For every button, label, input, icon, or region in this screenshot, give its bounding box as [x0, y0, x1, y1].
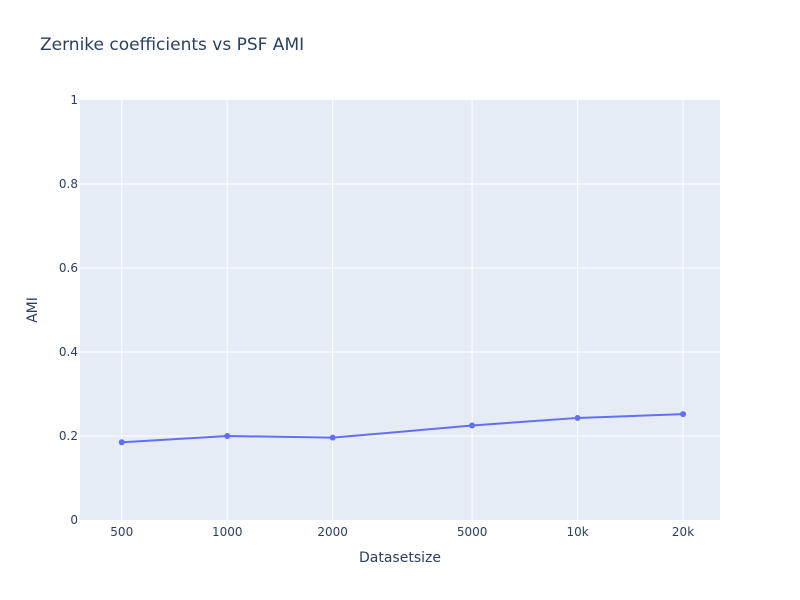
- plot-area: [80, 100, 720, 520]
- x-tick-label: 20k: [672, 525, 694, 539]
- data-point: [574, 414, 581, 421]
- y-tick-label: 0.2: [59, 429, 78, 443]
- data-point: [224, 433, 231, 439]
- y-tick-labels: 0 0.2 0.4 0.6 0.8 1: [59, 93, 78, 527]
- x-grid: [121, 100, 684, 520]
- data-point: [118, 439, 125, 446]
- data-point: [680, 411, 687, 418]
- y-tick-label: 0.4: [59, 345, 78, 359]
- x-tick-label: 1000: [212, 525, 243, 539]
- y-grid: [80, 183, 720, 437]
- y-tick-label: 1: [70, 93, 78, 107]
- x-tick-label: 10k: [566, 525, 588, 539]
- y-tick-label: 0.8: [59, 177, 78, 191]
- series-layer: [118, 411, 687, 446]
- data-point: [469, 422, 476, 429]
- x-tick-label: 2000: [317, 525, 348, 539]
- x-tick-label: 5000: [457, 525, 488, 539]
- chart-title: Zernike coefficients vs PSF AMI: [40, 35, 304, 55]
- x-tick-label: 500: [110, 525, 133, 539]
- series-line: [121, 413, 684, 444]
- x-tick-labels: 500 1000 2000 5000 10k 20k: [110, 525, 694, 539]
- data-point: [329, 434, 336, 441]
- y-axis-title: AMI: [25, 297, 41, 323]
- y-tick-label: 0: [70, 513, 78, 527]
- x-axis-title: Datasetsize: [359, 550, 441, 566]
- y-tick-label: 0.6: [59, 261, 78, 275]
